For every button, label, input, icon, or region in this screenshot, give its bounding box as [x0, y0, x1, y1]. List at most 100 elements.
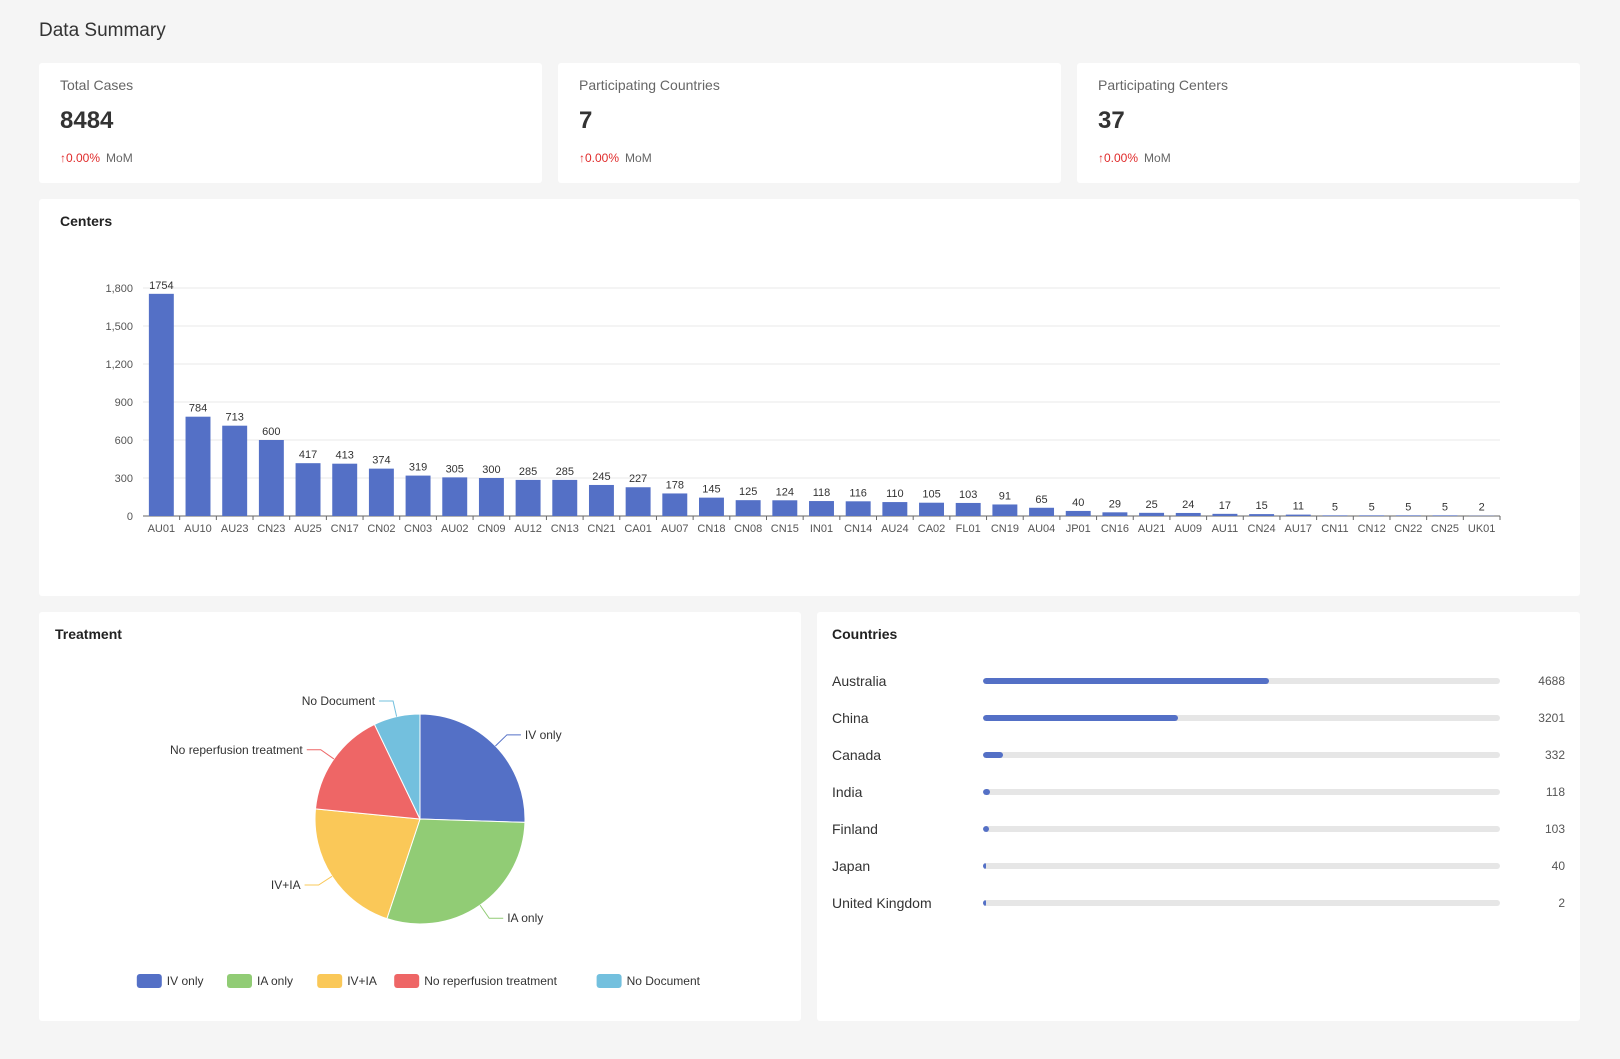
pie-label-line	[379, 700, 398, 717]
stat-card-participating-countries: Participating Countries 7 ↑0.00% MoM	[558, 63, 1061, 183]
x-tick-label: AU07	[661, 523, 689, 535]
bar-cn14	[845, 501, 871, 516]
x-tick-label: CN12	[1358, 523, 1386, 535]
country-name: Japan	[832, 858, 871, 874]
country-progress-track	[983, 863, 1500, 869]
pie-slice-3	[314, 723, 421, 820]
y-tick-label: 1,500	[105, 321, 133, 333]
country-progress-fill	[983, 863, 986, 869]
country-row: Canada 332	[817, 745, 1580, 765]
y-tick-label: 1,200	[105, 359, 133, 371]
bar-au21	[1139, 512, 1165, 516]
bar-value-label: 105	[922, 489, 940, 501]
bar-cn19	[992, 504, 1018, 516]
bar-value-label: 300	[482, 464, 500, 476]
pie-slice-label: No Document	[302, 694, 376, 708]
x-tick-label: UK01	[1468, 523, 1496, 535]
country-row: China 3201	[817, 708, 1580, 728]
country-row: Japan 40	[817, 856, 1580, 876]
stat-change-percent: ↑0.00%	[60, 151, 101, 165]
x-tick-label: CN15	[771, 523, 799, 535]
bar-cn03	[405, 475, 431, 516]
country-row: India 118	[817, 782, 1580, 802]
country-progress-track	[983, 678, 1500, 684]
x-tick-label: CN17	[331, 523, 359, 535]
stat-value: 7	[579, 107, 593, 134]
stat-change: ↑0.00% MoM	[579, 151, 652, 165]
bar-au04	[1029, 507, 1055, 516]
country-name: India	[832, 784, 863, 800]
bar-cn15	[772, 500, 798, 516]
country-count: 40	[1551, 859, 1565, 873]
country-progress-fill	[983, 715, 1179, 721]
pie-slice-label: IV only	[525, 728, 562, 742]
x-tick-label: CA01	[624, 523, 652, 535]
stat-card-total-cases: Total Cases 8484 ↑0.00% MoM	[39, 63, 542, 183]
legend-label: IV+IA	[347, 974, 377, 988]
x-tick-label: AU01	[148, 523, 176, 535]
country-progress-track	[983, 826, 1500, 832]
country-name: China	[832, 710, 869, 726]
x-tick-label: CN25	[1431, 523, 1459, 535]
page-title: Data Summary	[39, 20, 166, 41]
bar-in01	[809, 501, 834, 516]
x-tick-label: CN16	[1101, 523, 1129, 535]
stat-mom-label: MoM	[106, 151, 133, 165]
x-tick-label: AU10	[184, 523, 212, 535]
y-tick-label: 0	[127, 511, 133, 523]
bar-jp01	[1065, 510, 1091, 516]
bar-value-label: 24	[1182, 499, 1194, 511]
bar-value-label: 2	[1479, 502, 1485, 514]
bar-value-label: 374	[372, 455, 390, 467]
bar-cn25	[1432, 515, 1458, 516]
x-tick-label: AU17	[1285, 523, 1313, 535]
legend-label: IA only	[257, 974, 293, 988]
bar-au11	[1212, 513, 1238, 516]
bar-value-label: 116	[849, 487, 867, 499]
legend-swatch	[596, 974, 622, 988]
bar-au12	[515, 479, 541, 516]
bar-cn23	[258, 440, 284, 516]
stat-card-participating-centers: Participating Centers 37 ↑0.00% MoM	[1077, 63, 1580, 183]
pie-slice-label: IV+IA	[271, 878, 301, 892]
country-progress-fill	[983, 789, 991, 795]
country-progress-track	[983, 789, 1500, 795]
x-tick-label: IN01	[810, 523, 833, 535]
x-tick-label: AU21	[1138, 523, 1166, 535]
x-tick-label: CN13	[551, 523, 579, 535]
country-row: Finland 103	[817, 819, 1580, 839]
x-tick-label: AU23	[221, 523, 249, 535]
treatment-pie-chart: IV only IA only IV+IA No reperfusion treatm…	[136, 694, 701, 988]
legend-label: IV only	[167, 974, 204, 988]
country-row: United Kingdom 2	[817, 893, 1580, 913]
bar-value-label: 25	[1145, 499, 1157, 511]
bar-cn09	[478, 478, 504, 516]
bar-cn24	[1249, 514, 1275, 516]
pie-label-line	[495, 734, 521, 747]
x-tick-label: AU11	[1212, 523, 1239, 535]
country-row: Australia 4688	[817, 671, 1580, 691]
bar-value-label: 5	[1405, 501, 1411, 513]
country-progress-track	[983, 715, 1500, 721]
country-count: 118	[1545, 785, 1565, 799]
bar-cn17	[332, 463, 358, 516]
legend-swatch	[136, 974, 162, 988]
country-progress-track	[983, 900, 1500, 906]
centers-bar-chart: 0 300 600 900 1,200 1,500 1,800 1754 AU01 784 AU10…	[105, 280, 1501, 535]
bar-cn08	[735, 500, 761, 516]
bar-value-label: 17	[1219, 500, 1231, 512]
stat-mom-label: MoM	[1144, 151, 1171, 165]
pie-slice-label: No reperfusion treatment	[170, 743, 303, 757]
x-tick-label: CN21	[587, 523, 615, 535]
x-tick-label: CN19	[991, 523, 1019, 535]
countries-title: Countries	[832, 626, 898, 642]
country-name: Canada	[832, 747, 882, 763]
bar-cn21	[588, 484, 614, 516]
country-count: 3201	[1538, 711, 1565, 725]
country-progress-fill	[983, 752, 1004, 758]
country-name: Finland	[832, 821, 878, 837]
bar-cn12	[1359, 515, 1385, 516]
bar-cn18	[699, 497, 724, 516]
country-count: 332	[1544, 748, 1565, 762]
legend-swatch	[394, 974, 420, 988]
